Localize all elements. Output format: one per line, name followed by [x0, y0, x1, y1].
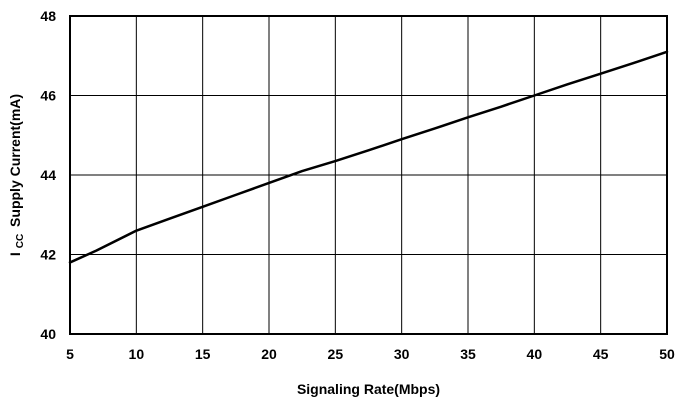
y-tick-label: 40	[40, 326, 56, 342]
tick-labels: 5 10 15 20 25 30 35 40 45 50 40 42 44 46 48	[40, 8, 675, 362]
y-axis-title-subscript: CC	[15, 234, 26, 248]
plot-frame	[69, 15, 668, 335]
series-line	[68, 50, 669, 264]
x-tick-label: 20	[261, 346, 277, 362]
x-tick-label: 25	[328, 346, 344, 362]
series-layer	[68, 50, 669, 264]
x-tick-label: 45	[593, 346, 609, 362]
x-tick-label: 35	[460, 346, 476, 362]
x-tick-label: 30	[394, 346, 410, 362]
y-tick-label: 44	[40, 167, 56, 183]
y-tick-label: 46	[40, 88, 56, 104]
y-axis-title-prefix: I	[7, 252, 23, 256]
x-tick-label: 40	[527, 346, 543, 362]
y-axis-title: I CC Supply Current(mA)	[7, 94, 26, 256]
y-axis-title-main: Supply Current(mA)	[7, 94, 23, 227]
x-tick-label: 15	[195, 346, 211, 362]
x-axis-title: Signaling Rate(Mbps)	[297, 381, 440, 397]
x-tick-label: 50	[659, 346, 675, 362]
x-tick-label: 5	[66, 346, 74, 362]
y-tick-label: 48	[40, 8, 56, 24]
y-tick-label: 42	[40, 247, 56, 263]
x-tick-label: 10	[129, 346, 145, 362]
